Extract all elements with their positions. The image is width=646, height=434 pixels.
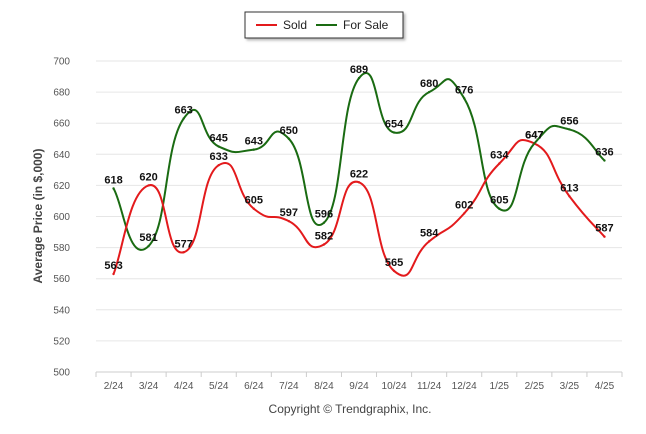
x-tick-label: 1/25 — [490, 381, 510, 392]
data-point-for-sale — [533, 142, 536, 145]
data-point-for-sale — [287, 137, 291, 140]
y-tick-label: 540 — [53, 305, 70, 316]
series-line-for-sale — [112, 72, 606, 251]
x-tick-label: 10/24 — [382, 381, 407, 392]
data-label-sold: 620 — [139, 171, 157, 183]
data-label-sold: 622 — [350, 168, 368, 180]
data-label-sold: 577 — [174, 238, 192, 250]
data-label-sold: 563 — [104, 260, 122, 272]
x-tick-label: 4/24 — [174, 381, 194, 392]
data-point-for-sale — [182, 117, 185, 120]
y-tick-label: 680 — [53, 88, 70, 99]
data-point-for-sale — [322, 221, 326, 224]
data-label-sold: 602 — [455, 199, 473, 211]
data-point-for-sale — [568, 128, 571, 131]
data-label-sold: 634 — [490, 150, 509, 162]
data-labels: 563 620 577 633 605 597 582 622 565 584 602 634 647 6… — [104, 64, 613, 272]
copyright-credit: Copyright © Trendgraphix, Inc. — [269, 402, 432, 416]
data-label-for-sale: 581 — [139, 232, 157, 244]
data-point-for-sale — [463, 97, 466, 100]
data-point-for-sale — [392, 131, 396, 134]
y-tick-label: 600 — [53, 212, 70, 223]
data-point-sold — [427, 240, 431, 243]
data-point-sold — [112, 272, 115, 276]
grid — [96, 60, 622, 373]
data-label-for-sale: 689 — [350, 64, 368, 76]
legend-label-sold: Sold — [283, 18, 307, 32]
data-point-sold — [603, 235, 606, 238]
data-point-sold — [463, 212, 466, 215]
data-label-sold: 584 — [420, 227, 439, 239]
data-label-sold: 613 — [560, 182, 578, 194]
x-tick-label: 3/24 — [139, 381, 159, 392]
data-point-sold — [392, 269, 396, 273]
data-point-sold — [182, 251, 185, 254]
x-tick-label: 9/24 — [349, 381, 369, 392]
data-label-for-sale: 618 — [104, 175, 122, 187]
x-tick-label: 2/25 — [525, 381, 545, 392]
y-tick-label: 660 — [53, 119, 70, 130]
data-label-sold: 633 — [210, 151, 228, 163]
x-tick-label: 5/24 — [209, 381, 229, 392]
data-label-for-sale: 647 — [525, 129, 543, 141]
data-point-for-sale — [217, 145, 220, 148]
data-point-sold — [287, 219, 291, 223]
data-point-for-sale — [112, 187, 115, 190]
x-tick-label: 12/24 — [452, 381, 477, 392]
data-label-for-sale: 650 — [280, 125, 298, 137]
y-tick-label: 560 — [53, 274, 70, 285]
data-point-for-sale — [147, 244, 150, 248]
x-tick-label: 8/24 — [314, 381, 334, 392]
x-tick-label: 3/25 — [560, 381, 580, 392]
y-axis-title: Average Price (in $,000) — [31, 149, 45, 284]
data-label-for-sale: 605 — [490, 195, 508, 207]
data-label-for-sale: 680 — [420, 78, 438, 90]
data-point-for-sale — [603, 159, 606, 162]
data-label-sold: 597 — [280, 207, 298, 219]
data-label-for-sale: 645 — [210, 133, 228, 145]
data-point-sold — [322, 243, 326, 246]
x-tick-label: 2/24 — [104, 381, 124, 392]
data-point-for-sale — [498, 207, 501, 210]
legend: Sold For Sale — [244, 11, 404, 39]
data-label-for-sale: 654 — [385, 119, 404, 131]
y-tick-label: 580 — [53, 243, 70, 254]
data-label-sold: 582 — [315, 230, 333, 242]
data-point-sold — [498, 162, 501, 165]
data-point-sold — [357, 181, 361, 184]
data-point-sold — [252, 207, 255, 210]
y-tick-label: 500 — [53, 368, 70, 379]
x-tick-label: 7/24 — [279, 381, 299, 392]
data-label-for-sale: 636 — [595, 147, 613, 159]
y-tick-label: 620 — [53, 181, 70, 192]
series-lines — [112, 72, 606, 277]
legend-label-for-sale: For Sale — [343, 18, 389, 32]
y-tick-label: 520 — [53, 336, 70, 347]
data-label-for-sale: 676 — [455, 84, 473, 96]
data-point-sold — [217, 163, 220, 167]
data-label-for-sale: 656 — [560, 115, 578, 127]
data-label-sold: 605 — [245, 195, 263, 207]
x-tick-label: 6/24 — [244, 381, 264, 392]
data-label-for-sale: 596 — [315, 209, 333, 221]
data-label-for-sale: 643 — [245, 136, 263, 148]
data-point-sold — [568, 195, 571, 198]
data-point-for-sale — [427, 90, 431, 94]
y-tick-label: 640 — [53, 150, 70, 161]
series-line-sold — [112, 138, 606, 277]
data-point-for-sale — [357, 76, 361, 80]
data-label-sold: 565 — [385, 257, 403, 269]
x-tick-label: 11/24 — [417, 381, 442, 392]
data-point-for-sale — [252, 148, 255, 151]
data-label-sold: 587 — [595, 223, 613, 235]
data-label-sold: 647 — [525, 129, 543, 141]
y-tick-label: 700 — [53, 57, 70, 68]
axes: 500 520 540 560 580 600 620 640 660 680 700 2/24 3/2… — [53, 57, 623, 392]
data-point-sold — [147, 184, 150, 187]
data-label-for-sale: 663 — [174, 105, 192, 117]
x-tick-label: 4/25 — [595, 381, 615, 392]
